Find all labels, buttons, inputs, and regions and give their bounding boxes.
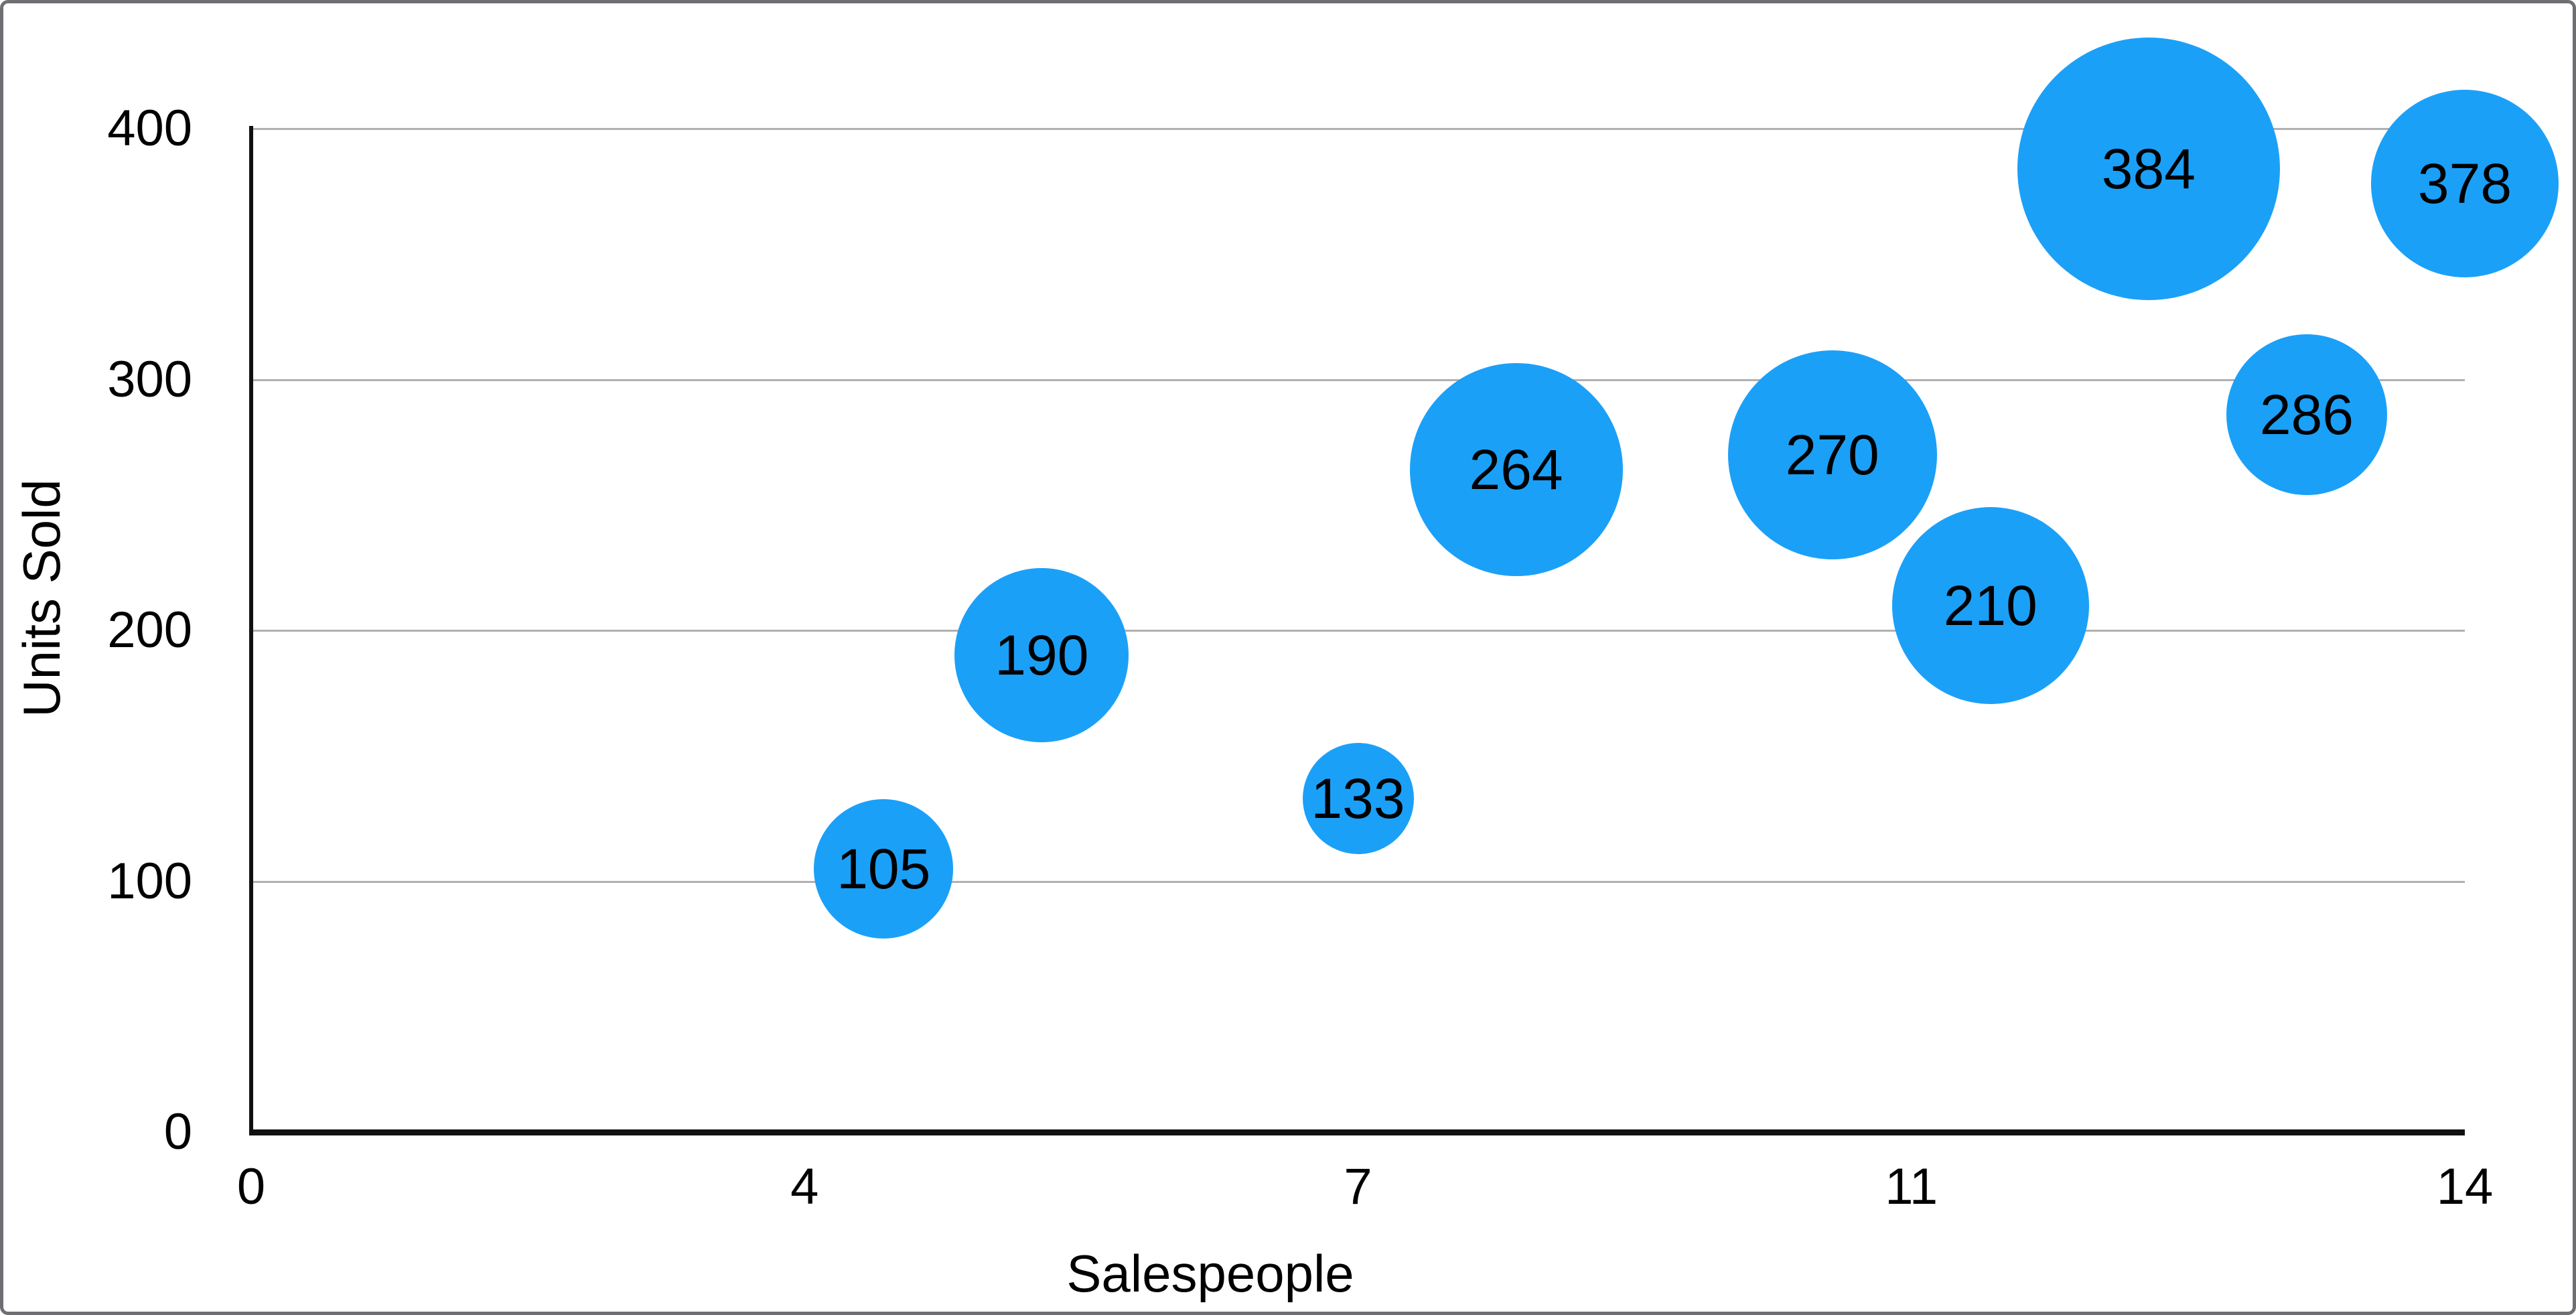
bubble-label: 378 [2417, 152, 2512, 216]
y-tick-label: 0 [163, 1103, 192, 1160]
x-tick-label: 0 [236, 1158, 266, 1215]
bubble-label: 105 [837, 837, 931, 900]
bubble-label: 210 [1943, 573, 2037, 637]
x-tick-label: 4 [790, 1158, 819, 1215]
bubble-label: 286 [2259, 383, 2354, 446]
bubble: 190 [954, 568, 1129, 743]
bubble: 378 [2371, 90, 2559, 278]
y-tick-label: 400 [107, 100, 192, 157]
x-tick-label: 7 [1344, 1158, 1372, 1215]
bubble-label: 264 [1469, 438, 1563, 502]
x-axis-title: Salespeople [1066, 1244, 1354, 1303]
y-gridline [251, 630, 2465, 632]
y-axis-line [249, 126, 253, 1135]
y-gridline [251, 880, 2465, 883]
x-tick-label: 14 [2436, 1158, 2494, 1215]
bubble-label: 384 [2101, 137, 2196, 200]
x-tick-label: 11 [1885, 1158, 1938, 1215]
bubble: 264 [1409, 363, 1623, 577]
bubble: 133 [1302, 742, 1414, 854]
x-axis-line [249, 1129, 2465, 1135]
bubble: 210 [1891, 506, 2089, 704]
y-gridline [251, 378, 2465, 381]
y-gridline [251, 128, 2465, 130]
bubble: 105 [814, 799, 954, 939]
bubble: 270 [1727, 350, 1937, 559]
y-tick-label: 300 [107, 350, 192, 408]
y-tick-label: 100 [107, 852, 192, 910]
bubble-label: 270 [1785, 423, 1879, 486]
y-tick-label: 200 [107, 602, 192, 659]
y-axis-title: Units Sold [12, 479, 71, 717]
bubble: 286 [2226, 334, 2387, 495]
bubble: 384 [2017, 37, 2280, 300]
bubble-label: 133 [1311, 766, 1405, 830]
bubble-label: 190 [995, 624, 1089, 687]
